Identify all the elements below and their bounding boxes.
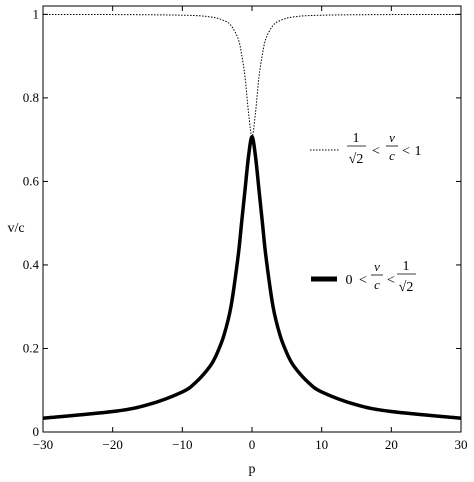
legend-2-left: 0 <box>346 273 353 288</box>
x-axis-label: p <box>249 462 256 477</box>
legend-1-right: 1 <box>415 144 422 159</box>
series-group <box>42 13 462 420</box>
y-tick-label: 0.2 <box>23 340 39 355</box>
legend-2-lt1: < <box>359 273 367 288</box>
y-axis-label: v/c <box>7 221 24 236</box>
y-tick-label: 0.6 <box>23 173 40 188</box>
x-tick-label: 20 <box>385 437 398 452</box>
legend-1-lt1: < <box>372 144 380 159</box>
legend-entry-dotted: 1 √2 < v c < 1 <box>310 130 422 167</box>
legend-2-lt2: < <box>387 273 395 288</box>
legend-1-lt2: < <box>402 144 410 159</box>
y-tick-label: 0.4 <box>23 257 40 272</box>
legend-1-numerator: 1 <box>353 131 360 146</box>
y-tick-label: 1 <box>33 6 40 21</box>
legend-2-numerator: 1 <box>403 259 410 274</box>
legend-1-denominator: √2 <box>349 152 364 167</box>
x-tick-label: −30 <box>33 437 53 452</box>
legend-2-c: c <box>374 277 380 292</box>
series-line-upper <box>42 13 462 138</box>
x-tick-label: 0 <box>249 437 256 452</box>
legend-entry-solid: 0 < v c < 1 √2 <box>311 259 416 295</box>
legend-1-v: v <box>389 130 395 145</box>
legend-1-c: c <box>389 148 395 163</box>
y-tick-label: 0.8 <box>23 90 39 105</box>
x-tick-label: 30 <box>455 437 468 452</box>
series-line-lower <box>42 134 462 420</box>
x-tick-label: 10 <box>315 437 328 452</box>
legend-2-denominator: √2 <box>399 280 414 295</box>
y-tick-label: 0 <box>33 424 40 439</box>
legend-2-v: v <box>374 259 380 274</box>
plot-frame <box>42 5 462 433</box>
x-tick-label: −20 <box>102 437 122 452</box>
x-tick-label: −10 <box>172 437 192 452</box>
